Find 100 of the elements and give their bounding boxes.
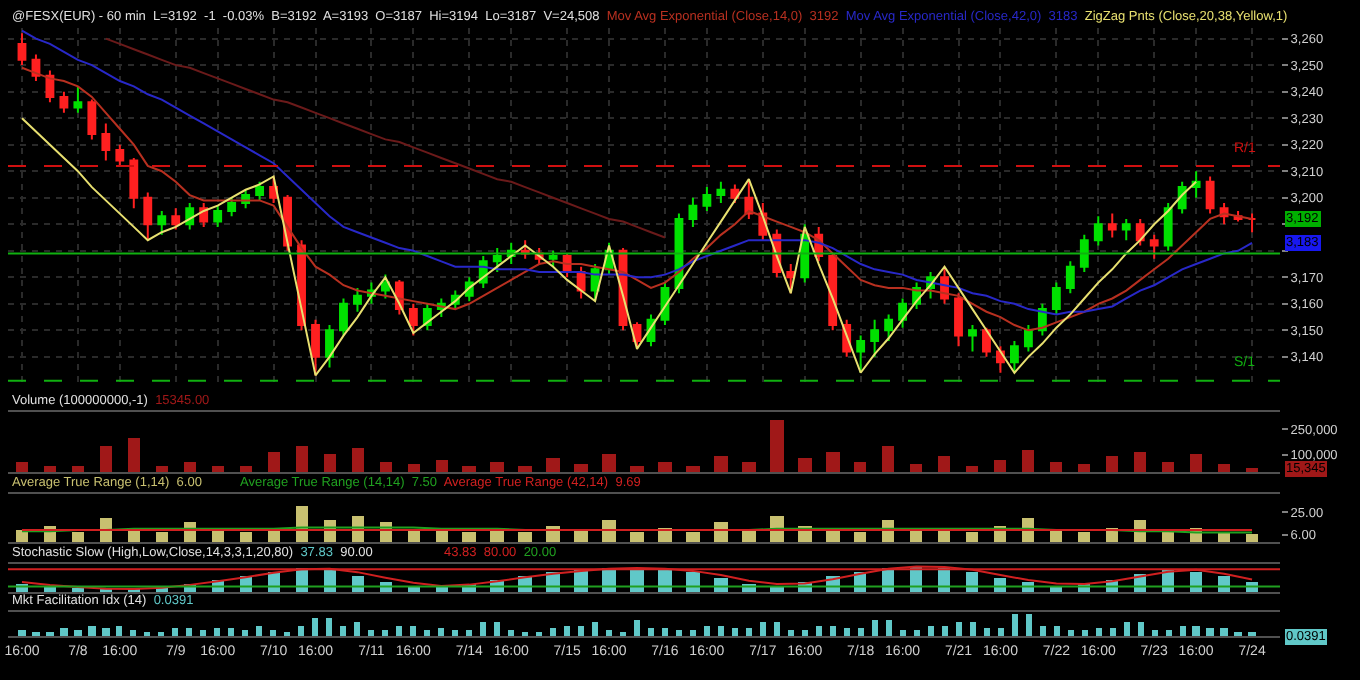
bar [242,630,248,636]
bar [788,630,794,636]
bar [268,452,280,472]
candlestick [1163,202,1173,252]
bar [662,628,668,636]
bar [914,630,920,636]
candlestick [548,249,558,268]
bar [606,630,612,636]
bar [382,630,388,636]
bar [490,462,504,472]
bar [88,626,96,636]
bar [1106,456,1118,472]
bar [172,628,178,636]
bar [602,520,616,542]
bar [18,630,26,636]
bar [956,622,962,636]
bar [518,532,532,542]
candlestick [1149,233,1159,260]
candlestick [1010,339,1019,374]
candlestick [1135,217,1145,247]
bar [228,628,234,636]
candlestick [101,122,111,162]
candlestick [1023,324,1033,353]
bar [1190,572,1202,592]
candlestick [115,143,125,167]
bar [408,464,420,472]
bar [1026,614,1032,636]
bar [1220,628,1228,636]
bar [760,622,766,636]
bar [704,626,710,636]
candlestick [730,183,740,205]
candlestick [1121,217,1131,242]
bar [732,628,738,636]
candlestick [129,156,139,210]
bar [380,462,392,472]
bar [1190,454,1202,472]
bar [1078,532,1090,542]
bar [686,532,700,542]
bar [424,630,430,636]
candlestick [143,191,153,242]
bar [1218,532,1230,542]
bar [410,626,416,636]
bar [352,448,364,472]
bar [116,626,122,636]
candlestick [311,318,320,377]
bar [184,462,196,472]
candlestick [716,180,726,205]
bar [816,626,822,636]
bar [72,466,84,472]
bar [240,532,252,542]
line-series [20,117,1198,377]
bar [1218,464,1230,472]
bar [1022,450,1034,472]
bar [354,622,360,636]
bar [1138,622,1144,636]
bar [128,438,140,472]
candlestick [87,98,97,141]
bar [676,630,682,636]
bar [714,456,728,472]
bar [714,522,728,542]
candlestick [884,313,894,342]
bar [408,530,420,542]
candlestick [828,252,838,332]
bar [910,464,922,472]
bar [480,622,486,636]
bar [882,446,894,472]
bar [1192,626,1200,636]
bar [966,466,978,472]
bar [74,630,82,636]
bar [256,626,262,636]
bar [648,628,654,636]
bar [1162,462,1174,472]
bar [742,462,756,472]
bar [44,466,56,472]
candlestick [968,324,977,353]
candlestick [982,326,991,358]
bar [396,626,402,636]
bar [998,628,1004,636]
candlestick [59,90,69,114]
candlestick [1079,233,1089,273]
bar [1110,628,1116,636]
bar [1078,464,1090,472]
bar [16,530,28,542]
bar [130,630,136,636]
bar [1054,626,1060,636]
candlestick [73,85,83,114]
bar [72,532,84,542]
bar [550,628,556,636]
bar [214,628,220,636]
candlestick [17,32,27,67]
bar [994,460,1006,472]
candlestick [227,196,237,218]
bar [324,454,336,472]
bar [592,622,598,636]
candlestick [255,180,265,202]
candlestick [898,297,908,329]
bar [298,626,304,636]
bar [802,630,808,636]
bar [102,628,110,636]
bar [854,462,866,472]
